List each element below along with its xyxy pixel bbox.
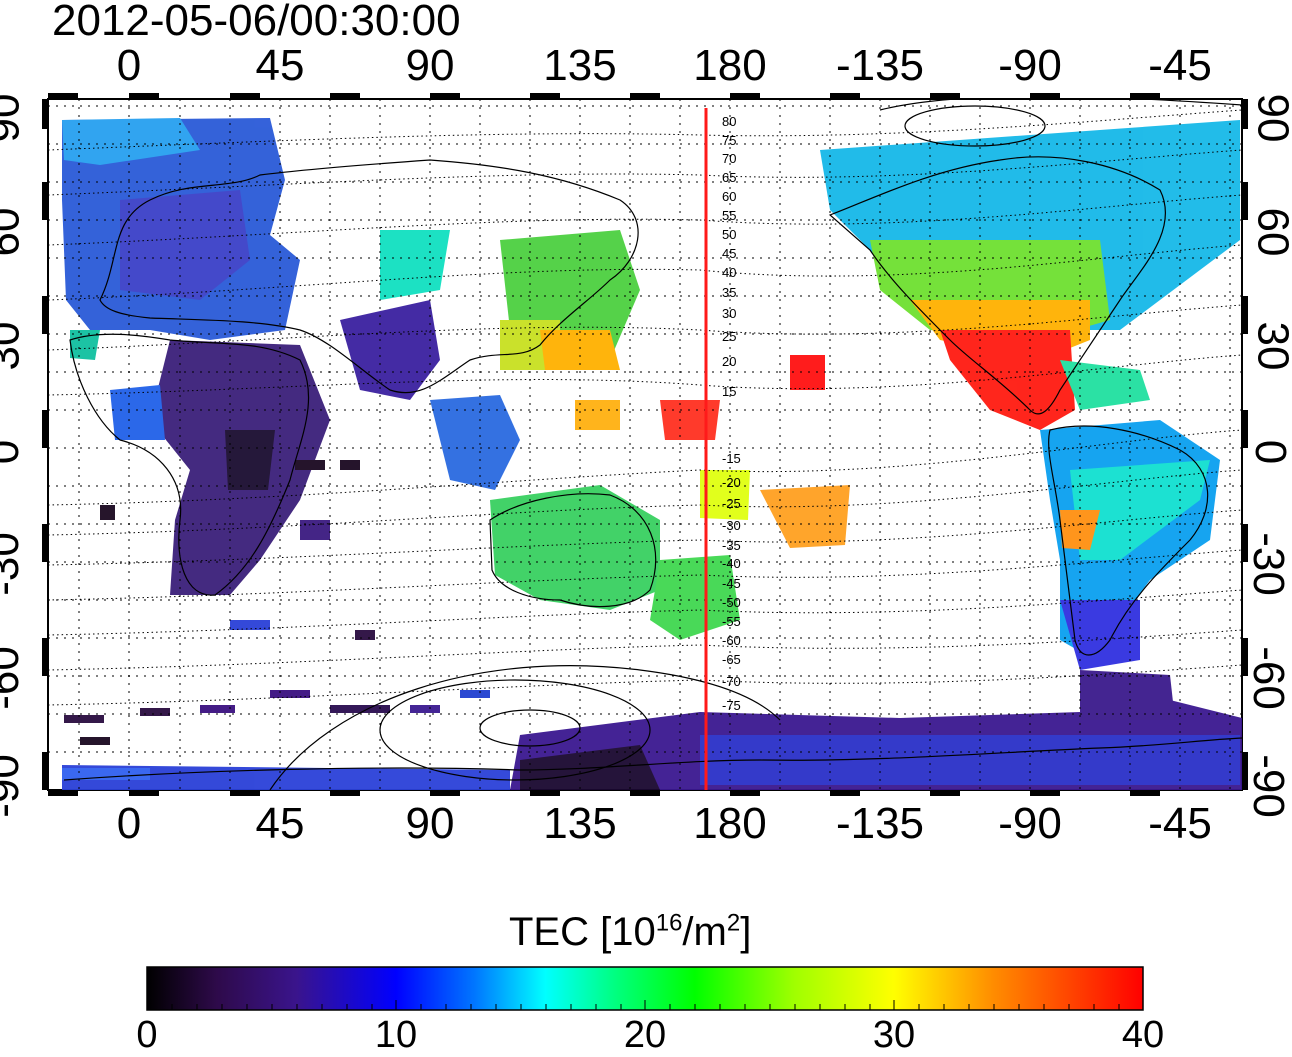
map-timestamp: 2012-05-06/00:30:00 — [52, 0, 461, 45]
contour-label: -65 — [722, 652, 741, 667]
top-lon-tick: 180 — [693, 41, 767, 90]
coastlines — [63, 156, 1242, 781]
left-lat-tick: -90 — [0, 754, 28, 818]
contour-label: 75 — [722, 133, 736, 148]
right-lat-tick: -60 — [1243, 646, 1292, 710]
contour-label: -75 — [722, 698, 741, 713]
magnetic-contours — [48, 109, 1242, 706]
top-lon-tick: 135 — [543, 41, 617, 90]
bottom-lon-tick: -90 — [998, 799, 1062, 848]
colorbar-title-main: TEC [10 — [509, 910, 656, 954]
colorbar-title-exponent: 16 — [655, 909, 683, 937]
colorbar-tick: 10 — [374, 1014, 418, 1056]
top-lon-tick: -135 — [835, 41, 925, 90]
contour-label: -60 — [722, 633, 741, 648]
contour-label: -55 — [722, 614, 741, 629]
right-lat-tick: -30 — [1243, 532, 1292, 596]
contour-labels: 80 75 70 65 60 55 50 45 40 35 30 25 20 15 -15 -20 -25 -30… — [722, 114, 741, 713]
contour-label: 40 — [722, 265, 736, 280]
contour-label: 25 — [722, 329, 736, 344]
contour-label: 45 — [722, 246, 736, 261]
contour-label: 50 — [722, 227, 736, 242]
contour-label: -50 — [722, 595, 741, 610]
contour-label: 35 — [722, 285, 736, 300]
contour-label: 30 — [722, 306, 736, 321]
left-lat-tick: 30 — [0, 321, 29, 371]
contour-label: -45 — [722, 576, 741, 591]
contour-label: 65 — [722, 170, 736, 185]
right-lat-tick: 30 — [1248, 321, 1292, 371]
colorbar-minor-ticks — [171, 1000, 1120, 1010]
contour-label: -20 — [722, 475, 741, 490]
right-lat-tick: 60 — [1248, 207, 1292, 257]
left-lat-tick: -30 — [0, 532, 28, 596]
top-lon-tick: 90 — [405, 41, 455, 90]
left-lat-tick: 90 — [0, 93, 29, 143]
bottom-lon-tick: -135 — [835, 799, 925, 848]
colorbar — [146, 966, 1144, 1011]
colorbar-tick: 30 — [872, 1014, 916, 1056]
colorbar-tick: 20 — [623, 1014, 667, 1056]
bottom-lon-tick: 135 — [543, 799, 617, 848]
right-lat-tick: 0 — [1246, 439, 1292, 465]
right-lat-tick: 90 — [1248, 93, 1292, 143]
bottom-lon-tick: 45 — [255, 799, 305, 848]
contour-label: -40 — [722, 556, 741, 571]
colorbar-tick: 40 — [1121, 1014, 1165, 1056]
contour-label: -15 — [722, 451, 741, 466]
contour-label: -70 — [722, 674, 741, 689]
frame-tick-bars — [42, 93, 1248, 796]
top-lon-tick: -45 — [1148, 41, 1212, 90]
colorbar-title-unit: /m — [682, 910, 727, 954]
colorbar-title-unit-exponent: 2 — [726, 909, 741, 937]
left-lat-tick: -60 — [0, 646, 28, 710]
contour-label: 55 — [722, 208, 736, 223]
contour-label: -30 — [722, 518, 741, 533]
top-lon-tick: 0 — [116, 41, 142, 90]
colorbar-title-end: ] — [740, 910, 752, 954]
map-graticule — [48, 99, 1242, 790]
top-lon-tick: -90 — [998, 41, 1062, 90]
left-lat-tick: 0 — [0, 440, 28, 464]
bottom-lon-tick: 90 — [405, 799, 455, 848]
contour-label: 70 — [722, 151, 736, 166]
contour-label: 60 — [722, 189, 736, 204]
contour-label: 20 — [722, 354, 736, 369]
colorbar-tick: 0 — [136, 1014, 158, 1056]
top-lon-tick: 45 — [255, 41, 305, 90]
contour-label: 80 — [722, 114, 736, 129]
tec-data-regions — [62, 118, 1242, 790]
auroral-contours — [269, 99, 1242, 790]
left-lat-tick: 60 — [0, 207, 29, 257]
bottom-lon-tick: 180 — [693, 799, 767, 848]
bottom-lon-tick: 0 — [116, 799, 142, 848]
contour-label: -25 — [722, 496, 741, 511]
right-lat-tick: -90 — [1243, 754, 1292, 818]
bottom-lon-tick: -45 — [1148, 799, 1212, 848]
contour-label: -35 — [722, 538, 741, 553]
contour-label: 15 — [722, 384, 736, 399]
colorbar-title: TEC [1016/m2] — [509, 910, 751, 954]
